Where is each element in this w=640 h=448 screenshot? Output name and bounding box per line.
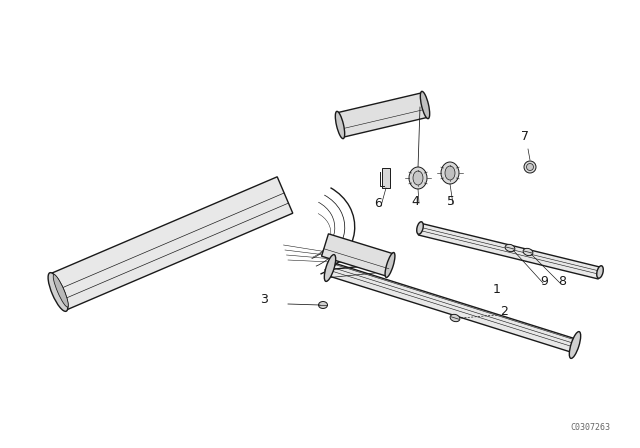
Polygon shape: [328, 262, 577, 353]
Ellipse shape: [409, 167, 427, 189]
Ellipse shape: [524, 161, 536, 173]
Ellipse shape: [385, 253, 395, 277]
Polygon shape: [419, 224, 601, 279]
Ellipse shape: [324, 254, 335, 281]
Text: 9: 9: [540, 275, 548, 288]
Ellipse shape: [420, 91, 429, 119]
Text: 6: 6: [374, 197, 382, 210]
Text: 1: 1: [493, 283, 501, 296]
Ellipse shape: [335, 112, 345, 138]
Ellipse shape: [53, 275, 68, 307]
Ellipse shape: [445, 166, 455, 180]
Ellipse shape: [570, 332, 580, 358]
Ellipse shape: [417, 222, 423, 234]
Ellipse shape: [527, 164, 534, 171]
Ellipse shape: [48, 273, 68, 311]
Ellipse shape: [441, 162, 459, 184]
Ellipse shape: [505, 244, 515, 252]
Ellipse shape: [413, 171, 423, 185]
Polygon shape: [337, 93, 428, 137]
Polygon shape: [321, 234, 394, 276]
Text: 4: 4: [411, 195, 419, 208]
Polygon shape: [50, 177, 292, 310]
Text: 3: 3: [260, 293, 268, 306]
Text: 2: 2: [500, 305, 508, 318]
Text: 5: 5: [447, 195, 455, 208]
Ellipse shape: [523, 248, 533, 256]
Text: 8: 8: [558, 275, 566, 288]
Polygon shape: [382, 168, 390, 188]
Ellipse shape: [450, 314, 460, 322]
Ellipse shape: [596, 266, 604, 278]
Text: C0307263: C0307263: [570, 423, 610, 432]
Ellipse shape: [319, 302, 328, 309]
Text: 7: 7: [521, 130, 529, 143]
